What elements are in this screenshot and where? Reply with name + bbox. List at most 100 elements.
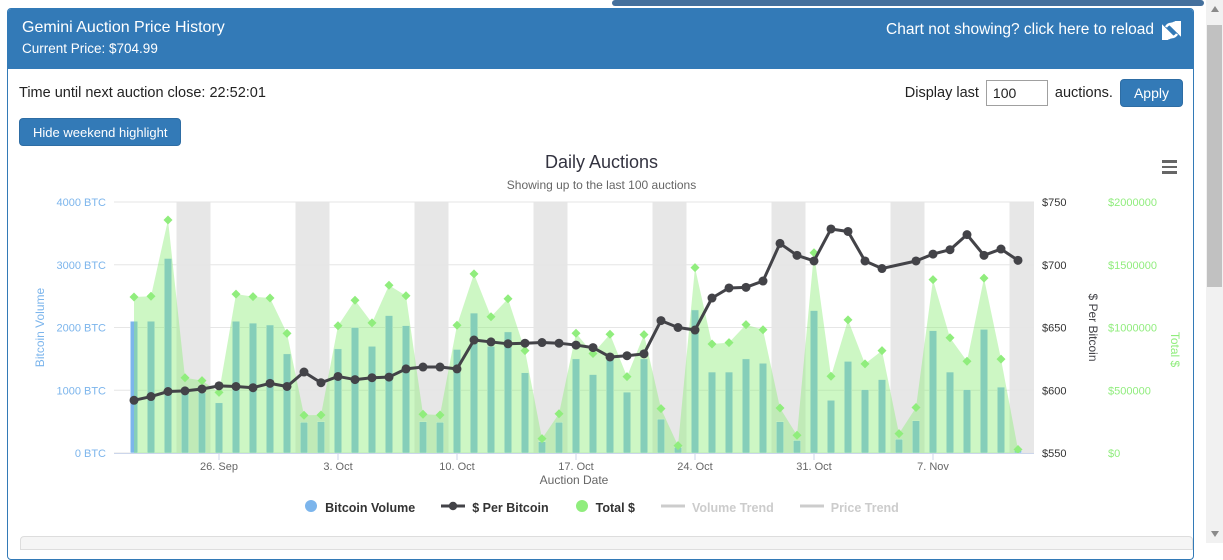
- price-axis-label: $700: [1042, 260, 1066, 272]
- price-marker: [928, 249, 938, 259]
- total-axis-label: $1500000: [1108, 260, 1157, 272]
- price-marker: [231, 381, 241, 391]
- price-marker: [690, 325, 700, 335]
- apply-button[interactable]: Apply: [1119, 78, 1183, 107]
- price-line: [132, 227, 1020, 402]
- total-marker: [282, 328, 292, 338]
- price-marker: [605, 352, 615, 362]
- x-tick-label: 24. Oct: [677, 461, 712, 473]
- scroll-up-button[interactable]: [1206, 1, 1223, 17]
- price-marker: [146, 392, 156, 402]
- legend-label: $ Per Bitcoin: [472, 500, 549, 515]
- current-price: Current Price: $704.99: [22, 41, 158, 56]
- auction-panel: Gemini Auction Price History Current Pri…: [7, 8, 1194, 560]
- reload-icon[interactable]: [1161, 18, 1182, 45]
- price-marker: [129, 395, 139, 405]
- price-marker: [486, 337, 496, 347]
- total-marker: [197, 376, 207, 386]
- price-marker: [197, 384, 207, 394]
- price-marker: [809, 256, 819, 266]
- x-tick-label: 10. Oct: [439, 461, 474, 473]
- chart-menu-button[interactable]: [1157, 157, 1181, 177]
- price-marker: [537, 338, 547, 348]
- total-marker: [826, 371, 836, 381]
- price-marker: [299, 367, 309, 377]
- total-marker: [384, 280, 394, 290]
- total-marker: [146, 291, 156, 301]
- display-last-label: Display last: [904, 84, 979, 101]
- volume-axis-label: 4000 BTC: [56, 197, 106, 209]
- price-marker: [214, 381, 224, 391]
- price-marker: [945, 245, 955, 255]
- price-marker: [265, 378, 275, 388]
- total-marker: [707, 339, 717, 349]
- toolbar-row: Time until next auction close: 22:52:01 …: [19, 78, 1183, 107]
- total-marker: [656, 404, 666, 414]
- price-marker: [877, 264, 887, 274]
- price-marker: [724, 283, 734, 293]
- legend-item--per-bitcoin[interactable]: $ Per Bitcoin: [441, 500, 549, 515]
- heading-left: Gemini Auction Price History Current Pri…: [22, 18, 225, 60]
- total-marker: [996, 354, 1006, 364]
- legend-label: Price Trend: [830, 500, 899, 515]
- price-marker: [282, 381, 292, 391]
- total-marker: [1013, 444, 1023, 454]
- x-tick-label: 26. Sep: [200, 461, 238, 473]
- price-marker: [911, 256, 921, 266]
- page: { "colors":{"accent":"#337ab7","volume":…: [7, 0, 1223, 560]
- hide-weekend-button[interactable]: Hide weekend highlight: [19, 118, 182, 146]
- vertical-scrollbar[interactable]: [1206, 0, 1223, 543]
- scroll-down-icon: [1210, 531, 1219, 537]
- total-axis-label: $500000: [1108, 385, 1151, 397]
- total-marker: [758, 325, 768, 335]
- hamburger-icon: [1161, 160, 1177, 163]
- volume-axis-label: 1000 BTC: [56, 385, 106, 397]
- total-marker: [571, 328, 581, 338]
- total-marker: [928, 275, 938, 285]
- price-marker: [622, 351, 632, 361]
- legend-item-volume-trend[interactable]: Volume Trend: [661, 500, 774, 515]
- display-last-input[interactable]: [985, 79, 1048, 106]
- total-marker: [520, 346, 530, 356]
- panel-body: Time until next auction close: 22:52:01 …: [8, 69, 1193, 532]
- legend-label: Total $: [595, 500, 635, 515]
- reload-link[interactable]: Chart not showing? click here to reload: [886, 18, 1182, 60]
- x-tick-label: 3. Oct: [323, 461, 352, 473]
- price-marker: [384, 372, 394, 382]
- price-axis-title: $ Per Bitcoin: [1086, 293, 1100, 361]
- price-axis-label: $600: [1042, 385, 1066, 397]
- price-marker: [401, 364, 411, 374]
- auctions-label: auctions.: [1054, 84, 1113, 101]
- total-marker: [418, 409, 428, 419]
- total-axis-label: $0: [1108, 448, 1120, 460]
- total-marker: [894, 429, 904, 439]
- legend-item-price-trend[interactable]: Price Trend: [799, 500, 899, 515]
- scrollbar-thumb[interactable]: [1207, 25, 1222, 287]
- next-panel-heading-edge: [20, 536, 1193, 550]
- reload-link-text[interactable]: Chart not showing? click here to reload: [886, 21, 1154, 38]
- scroll-down-button[interactable]: [1206, 526, 1223, 542]
- total-marker: [537, 434, 547, 444]
- price-marker: [656, 316, 666, 326]
- legend-item-bitcoin-volume[interactable]: Bitcoin Volume: [304, 499, 415, 516]
- total-marker: [452, 320, 462, 330]
- scroll-up-icon: [1210, 6, 1219, 12]
- total-marker: [163, 215, 173, 225]
- total-marker: [503, 294, 513, 304]
- panel-heading: Gemini Auction Price History Current Pri…: [8, 9, 1193, 69]
- x-tick-label: 17. Oct: [558, 461, 593, 473]
- chart-subtitle: Showing up to the last 100 auctions: [506, 178, 697, 192]
- price-marker: [180, 386, 190, 396]
- volume-axis-title: Bitcoin Volume: [33, 287, 47, 367]
- x-tick-label: 31. Oct: [796, 461, 831, 473]
- price-marker: [979, 250, 989, 260]
- total-marker: [554, 409, 564, 419]
- price-marker: [163, 387, 173, 396]
- total-marker: [860, 359, 870, 369]
- legend-item-total-[interactable]: Total $: [575, 499, 635, 516]
- price-marker: [367, 373, 377, 383]
- total-marker: [129, 292, 139, 302]
- total-marker: [486, 312, 496, 322]
- legend-marker-icon: [441, 500, 466, 515]
- volume-axis-label: 2000 BTC: [56, 323, 106, 335]
